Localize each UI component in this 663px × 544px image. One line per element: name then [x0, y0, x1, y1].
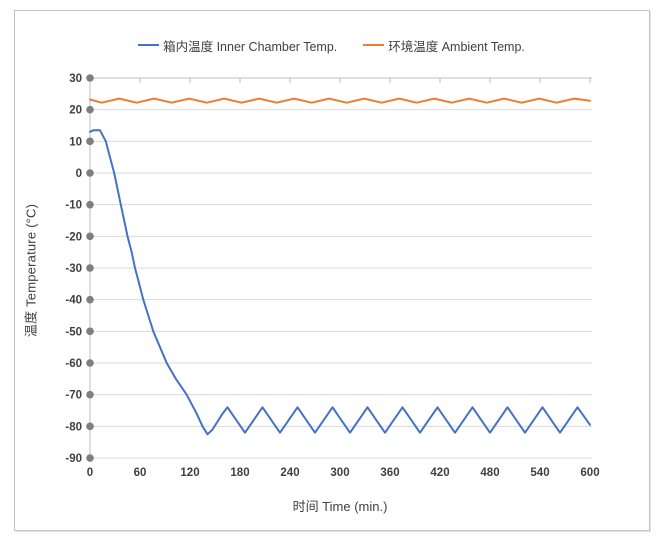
y-tick-label: -10: [65, 200, 82, 212]
x-tick-label: 360: [380, 467, 399, 479]
y-axis-tick-marker: [86, 422, 94, 431]
y-tick-label: -40: [65, 295, 82, 307]
series-line-1: [89, 97, 591, 104]
y-tick-label: -50: [65, 326, 82, 338]
y-tick-label: 30: [69, 73, 82, 85]
legend-label-ambient: 环境温度 Ambient Temp.: [388, 39, 525, 54]
x-tick-label: 480: [480, 467, 499, 479]
x-axis-title: 时间 Time (min.): [292, 499, 388, 514]
y-axis-tick-marker: [86, 454, 94, 462]
x-tick-label: 180: [230, 467, 249, 479]
y-tick-label: -90: [65, 453, 82, 465]
y-axis-tick-marker: [86, 169, 94, 177]
x-tick-label: 0: [87, 467, 93, 479]
y-tick-label: -80: [65, 421, 82, 433]
y-axis-tick-marker: [86, 359, 94, 367]
x-tick-label: 60: [134, 467, 147, 479]
y-axis-tick-marker: [86, 295, 94, 304]
y-axis-tick-marker: [86, 74, 94, 82]
legend-item-inner-chamber: 箱内温度 Inner Chamber Temp.: [138, 36, 337, 55]
series-line-0: [89, 129, 591, 436]
y-axis-tick-marker: [86, 232, 94, 241]
legend-label-inner-chamber: 箱内温度 Inner Chamber Temp.: [163, 39, 338, 54]
y-tick-label: -20: [65, 231, 82, 243]
legend-item-ambient: 环境温度 Ambient Temp.: [363, 36, 525, 55]
y-axis-tick-marker: [86, 390, 94, 399]
y-tick-label: -60: [65, 358, 82, 370]
y-axis-tick-marker: [86, 105, 94, 114]
x-tick-label: 540: [530, 467, 549, 479]
x-tick-label: 300: [330, 467, 349, 479]
y-tick-label: 10: [69, 136, 82, 148]
x-tick-label: 240: [280, 467, 299, 479]
y-tick-label: -70: [65, 390, 82, 402]
y-tick-label: 0: [76, 168, 82, 180]
y-axis-title: 温度 Temperature (°C): [23, 203, 39, 338]
legend-line-sample-blue: [138, 44, 160, 46]
y-axis-tick-marker: [86, 137, 94, 146]
y-axis-tick-marker: [86, 327, 94, 336]
x-tick-label: 600: [580, 467, 599, 479]
y-axis-tick-marker: [86, 264, 94, 272]
y-axis-tick-marker: [86, 200, 94, 209]
x-tick-label: 120: [180, 467, 199, 479]
x-tick-label: 420: [430, 467, 449, 479]
legend-line-sample-orange: [363, 44, 385, 46]
legend: 箱内温度 Inner Chamber Temp. 环境温度 Ambient Te…: [0, 34, 663, 56]
y-tick-label: 20: [69, 105, 82, 117]
y-tick-label: -30: [65, 263, 82, 275]
